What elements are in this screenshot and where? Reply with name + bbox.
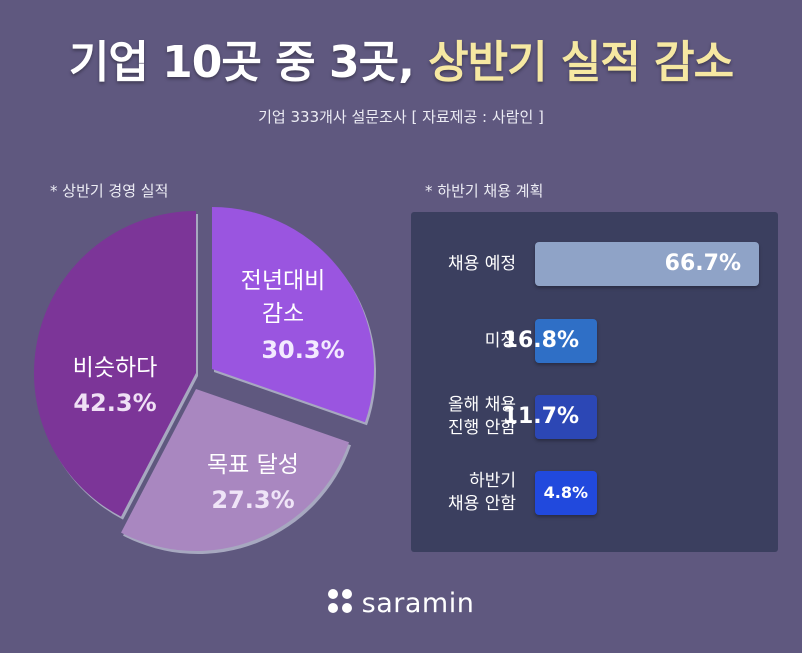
pie-value-label: 30.3%	[261, 336, 344, 364]
bar: 4.8%	[535, 471, 597, 515]
four-dots-logo-icon	[327, 589, 354, 615]
title-main: 기업 10곳 중 3곳,	[68, 37, 415, 88]
pie-slice-label: 비슷하다	[73, 355, 158, 381]
bar-value-label: 11.7%	[502, 404, 579, 429]
page-title: 기업 10곳 중 3곳, 상반기 실적 감소	[0, 26, 802, 90]
pie-slice-label: 감소	[262, 301, 304, 327]
pie-value-label: 27.3%	[211, 486, 294, 514]
pie-value-label: 42.3%	[73, 389, 156, 417]
bar-chart-title: * 하반기 채용 계획	[425, 182, 544, 200]
pie-slice-label: 목표 달성	[207, 452, 299, 478]
bar-category-label: 채용 예정	[448, 253, 516, 274]
bar-value-label: 66.7%	[664, 251, 741, 276]
bar: 11.7%	[503, 395, 597, 439]
title-highlight: 상반기 실적 감소	[428, 37, 734, 88]
bar: 16.8%	[503, 319, 597, 363]
bar-value-label: 4.8%	[543, 483, 588, 502]
brand-name: saramin	[361, 588, 475, 619]
pie-slice	[34, 211, 196, 517]
bar-category-label: 올해 채용 진행 안함	[448, 395, 516, 438]
pie-slice	[121, 389, 349, 551]
subtitle: 기업 333개사 설문조사 [ 자료제공 : 사람인 ]	[258, 108, 544, 126]
pie-chart-title: * 상반기 경영 실적	[50, 182, 169, 200]
brand-logo: saramin	[0, 588, 802, 619]
bar-category-label: 미정	[484, 330, 516, 351]
bar-value-label: 16.8%	[502, 328, 579, 353]
bar-chart-panel: 채용 예정 66.7% 미정 16.8% 올해 채용 진행 안함 11.7% 하반기 채용 안함…	[411, 212, 778, 552]
bar: 66.7%	[535, 242, 759, 286]
pie-slice	[212, 207, 375, 423]
bar-category-label: 하반기 채용 안함	[448, 471, 516, 514]
pie-slice-label: 전년대비	[241, 268, 326, 294]
